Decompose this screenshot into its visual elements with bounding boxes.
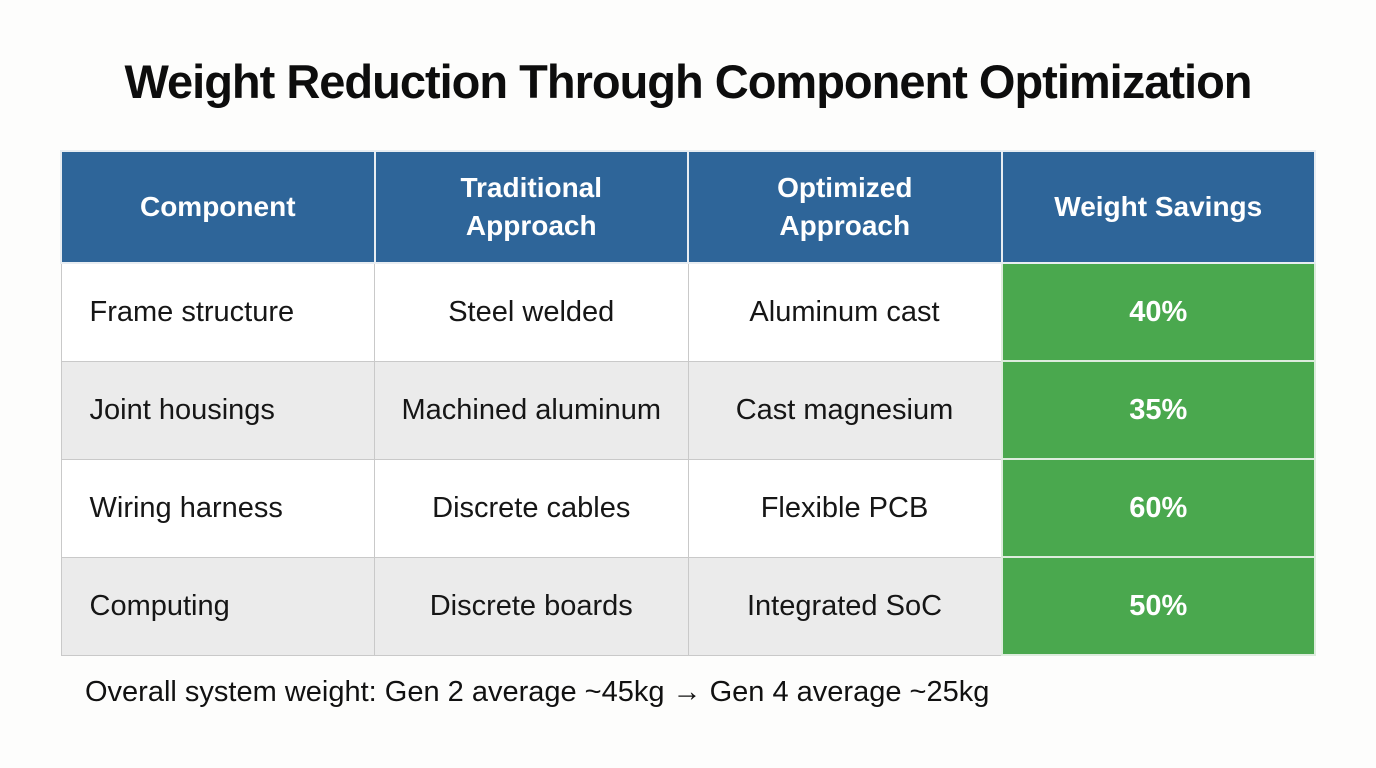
cell-component: Frame structure [60,262,375,362]
column-header-label: Weight Savings [1054,191,1263,223]
table-row: Wiring harness Discrete cables Flexible … [60,458,1316,558]
cell-optimized: Cast magnesium [687,360,1002,460]
cell-savings: 35% [1000,360,1316,460]
cell-traditional: Machined aluminum [374,360,689,460]
cell-savings: 60% [1000,458,1316,558]
cell-component: Computing [60,556,375,656]
cell-optimized: Flexible PCB [687,458,1002,558]
column-header-label: Traditional Approach [460,172,603,241]
column-header-label: Component [139,191,296,223]
table-row: Joint housings Machined aluminum Cast ma… [60,360,1316,460]
cell-optimized: Aluminum cast [687,262,1002,362]
column-header-traditional: Traditional Approach [373,150,689,264]
table-row: Computing Discrete boards Integrated SoC… [60,556,1316,656]
optimization-table: Component Traditional Approach Optimized… [60,150,1316,656]
column-header-component: Component [60,150,376,264]
table-row: Frame structure Steel welded Aluminum ca… [60,262,1316,362]
cell-optimized: Integrated SoC [687,556,1002,656]
cell-savings: 40% [1000,262,1316,362]
footnote: Overall system weight: Gen 2 average ~45… [85,676,990,708]
column-header-savings: Weight Savings [1000,150,1316,264]
cell-traditional: Discrete cables [374,458,689,558]
cell-component: Joint housings [60,360,375,460]
header-row: Component Traditional Approach Optimized… [60,150,1316,264]
cell-traditional: Steel welded [374,262,689,362]
cell-traditional: Discrete boards [374,556,689,656]
cell-component: Wiring harness [60,458,375,558]
cell-savings: 50% [1000,556,1316,656]
column-header-optimized: Optimized Approach [687,150,1003,264]
page-title: Weight Reduction Through Component Optim… [124,55,1253,108]
column-header-label: Optimized Approach [777,172,913,241]
